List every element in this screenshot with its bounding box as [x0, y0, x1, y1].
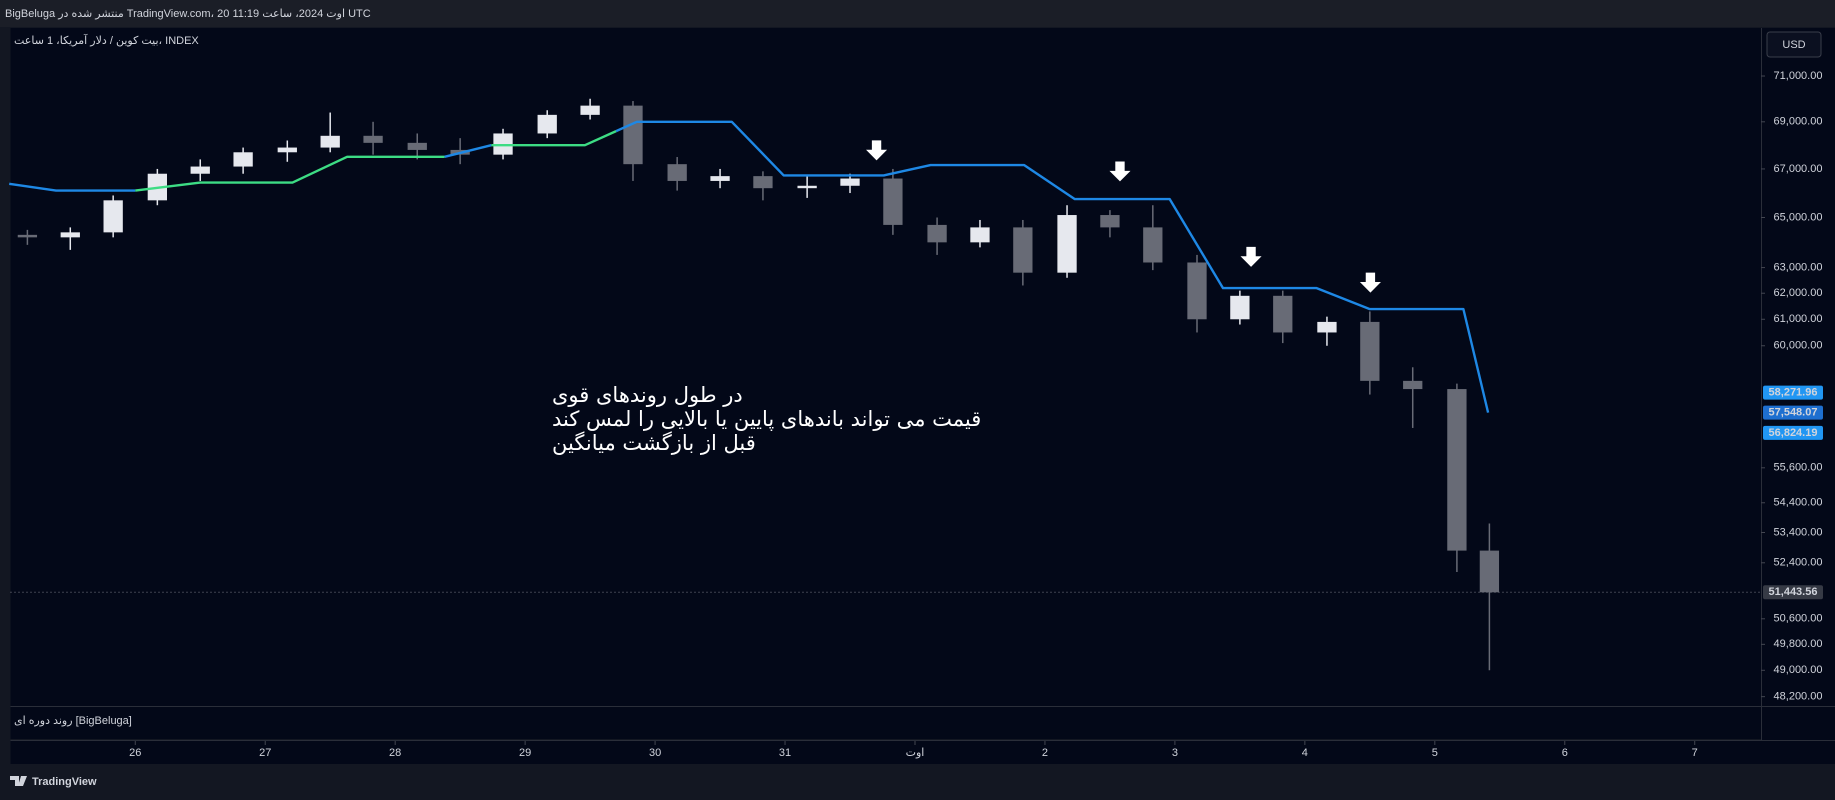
price-label-box: [1763, 425, 1823, 440]
chart-pane: [10, 28, 1761, 706]
trend-line: [615, 120, 1490, 413]
price-axis: [1761, 28, 1835, 740]
candle-body: [277, 147, 297, 153]
last-price-box: [1763, 585, 1823, 600]
brand: TradingView: [32, 776, 97, 788]
candle-body: [883, 178, 903, 225]
candle-body: [1230, 295, 1250, 320]
price-label: 56,824.19: [1769, 427, 1818, 439]
x-tick-label: اوت: [906, 747, 925, 759]
y-tick-label: 65,000.00: [1774, 211, 1823, 223]
x-tick-label: 27: [259, 747, 271, 759]
price-label: 58,271.96: [1769, 386, 1818, 398]
indicator-pane: [10, 707, 1761, 739]
x-tick-label: 29: [519, 747, 531, 759]
x-tick-label: 3: [1172, 747, 1178, 759]
x-tick-label: 26: [129, 747, 141, 759]
arrow: [1240, 246, 1262, 267]
candle-body: [407, 142, 427, 150]
x-tick-label: 6: [1562, 747, 1568, 759]
candle-body: [1403, 380, 1423, 390]
symbol-label: بیت کوین / دلار آمریکا، 1 ساعت، INDEX: [14, 33, 199, 47]
footer: TradingView: [10, 776, 97, 788]
candle-body: [1273, 295, 1293, 333]
y-tick-label: 50,600.00: [1774, 613, 1823, 625]
candle-body: [1143, 227, 1163, 263]
candle-body: [17, 234, 38, 238]
y-tick-label: 49,000.00: [1774, 664, 1823, 676]
y-tick-label: 62,000.00: [1774, 287, 1823, 299]
candle-body: [537, 114, 557, 134]
candle-body: [60, 232, 80, 238]
y-tick-label: 69,000.00: [1774, 116, 1823, 128]
candle-body: [580, 105, 600, 115]
arrow: [1109, 161, 1131, 182]
candle-body: [970, 227, 990, 243]
y-tick-label: 52,400.00: [1774, 557, 1823, 569]
candle-body: [753, 176, 773, 189]
header-text: BigBeluga منتشر شده در TradingView.com، …: [5, 8, 371, 20]
y-tick-label: 67,000.00: [1774, 163, 1823, 175]
x-tick-label: 2: [1042, 747, 1048, 759]
trend-line: [135, 155, 445, 192]
currency-button[interactable]: [1766, 31, 1822, 58]
candle-body: [190, 166, 210, 174]
price-label: 57,548.07: [1769, 407, 1818, 419]
candle-body: [623, 105, 643, 165]
candle-body: [1100, 215, 1120, 228]
candle-body: [320, 135, 340, 148]
y-tick-label: 54,400.00: [1774, 497, 1823, 509]
arrows: [866, 140, 1381, 293]
candle-body: [667, 164, 687, 181]
candle-body: [1317, 321, 1337, 333]
x-tick-label: 4: [1302, 747, 1308, 759]
candle-body: [797, 185, 817, 189]
x-tick-label: 7: [1692, 747, 1698, 759]
y-tick-label: 48,200.00: [1774, 691, 1823, 703]
trend-line: [9, 182, 136, 192]
y-tick-label: 63,000.00: [1774, 261, 1823, 273]
indicator-label: روند دوره ای [BigBeluga]: [14, 715, 132, 727]
candle-body: [1013, 227, 1033, 273]
logo: [10, 776, 27, 786]
y-tick-label: 61,000.00: [1774, 313, 1823, 325]
annotation-line: قبل از بازگشت میانگین: [552, 431, 756, 455]
candle-body: [1479, 550, 1500, 593]
trend-line: [491, 130, 617, 147]
arrow: [866, 140, 888, 161]
x-tick-label: 31: [779, 747, 791, 759]
y-tick-label: 53,400.00: [1774, 526, 1823, 538]
annotation: در طول روندهای قوی قیمت می تواند باندهای…: [552, 383, 981, 455]
x-tick-label: 5: [1432, 747, 1438, 759]
y-tick-label: 71,000.00: [1774, 70, 1823, 82]
candle-body: [1057, 215, 1077, 273]
candle-body: [1360, 321, 1380, 381]
trend-line: [444, 144, 492, 158]
last-price-label: 51,443.56: [1769, 586, 1818, 598]
x-tick-label: 28: [389, 747, 401, 759]
candle-body: [710, 176, 730, 181]
header-bar: [0, 0, 1835, 27]
annotation-line: قیمت می تواند باندهای پایین یا بالایی را…: [552, 407, 982, 431]
candle-body: [233, 152, 253, 167]
annotation-line: در طول روندهای قوی: [552, 383, 743, 407]
y-tick-label: 55,600.00: [1774, 462, 1823, 474]
plot: [9, 98, 1500, 671]
price-label-box: [1763, 405, 1823, 420]
x-tick-label: 30: [649, 747, 661, 759]
candle-body: [1187, 262, 1207, 320]
candle-body: [1447, 389, 1467, 551]
arrow: [1359, 272, 1381, 293]
candle-body: [103, 200, 123, 233]
time-axis: [10, 741, 1835, 764]
y-tick-label: 49,800.00: [1774, 638, 1823, 650]
price-label-box: [1763, 385, 1823, 400]
candle-body: [363, 135, 383, 143]
y-tick-label: 60,000.00: [1774, 340, 1823, 352]
candle-body: [927, 224, 947, 243]
candle-body: [840, 178, 860, 186]
currency-label: USD: [1782, 39, 1805, 51]
